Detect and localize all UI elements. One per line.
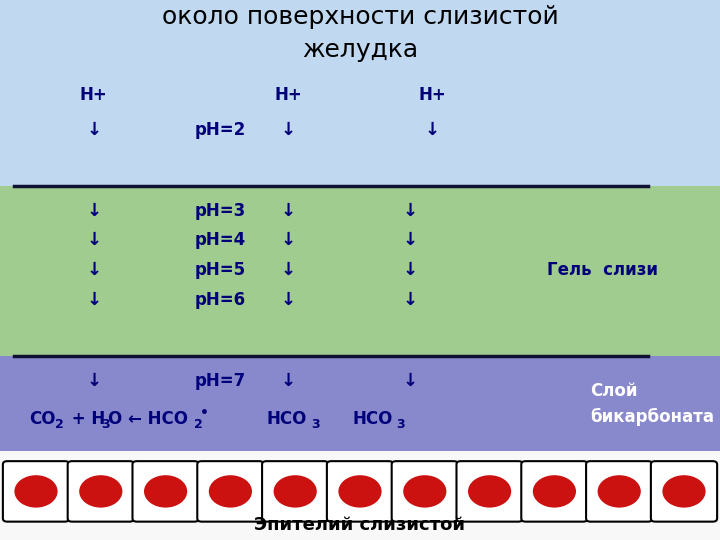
Text: •: • [200, 406, 209, 420]
Text: ↓: ↓ [402, 201, 418, 220]
FancyBboxPatch shape [651, 461, 717, 522]
Circle shape [598, 475, 641, 508]
Text: ↓: ↓ [86, 291, 102, 309]
Text: pH=6: pH=6 [194, 291, 246, 309]
Text: ↓: ↓ [86, 372, 102, 390]
Text: 3: 3 [311, 418, 320, 431]
Circle shape [274, 475, 317, 508]
Text: 2: 2 [55, 418, 63, 431]
Text: ↓: ↓ [280, 120, 296, 139]
FancyBboxPatch shape [586, 461, 652, 522]
Text: + H: + H [66, 409, 106, 428]
FancyBboxPatch shape [197, 461, 264, 522]
Bar [0, 451, 720, 540]
Text: pH=7: pH=7 [194, 372, 246, 390]
FancyBboxPatch shape [521, 461, 588, 522]
FancyBboxPatch shape [262, 461, 328, 522]
Text: ↓: ↓ [402, 372, 418, 390]
Text: ↓: ↓ [86, 231, 102, 249]
Text: ↓: ↓ [86, 120, 102, 139]
Text: HCO: HCO [353, 409, 393, 428]
Text: pH=2: pH=2 [194, 120, 246, 139]
Text: HCO: HCO [266, 409, 307, 428]
Text: ↓: ↓ [86, 201, 102, 220]
Text: O ← HCO: O ← HCO [108, 409, 188, 428]
Text: ↓: ↓ [402, 261, 418, 279]
FancyBboxPatch shape [132, 461, 199, 522]
Text: Гель  слизи: Гель слизи [547, 261, 658, 279]
Circle shape [14, 475, 58, 508]
Circle shape [662, 475, 706, 508]
Circle shape [533, 475, 576, 508]
Circle shape [144, 475, 187, 508]
Text: pH=5: pH=5 [194, 261, 246, 279]
Text: ↓: ↓ [280, 261, 296, 279]
Bar [0, 356, 720, 451]
Bar [0, 0, 720, 186]
Text: pH=3: pH=3 [194, 201, 246, 220]
Text: ↓: ↓ [280, 231, 296, 249]
FancyBboxPatch shape [327, 461, 393, 522]
Text: ↓: ↓ [402, 291, 418, 309]
Text: pH=4: pH=4 [194, 231, 246, 249]
Bar [0, 186, 720, 356]
Text: ↓: ↓ [280, 372, 296, 390]
Text: желудка: желудка [302, 38, 418, 62]
Text: H+: H+ [80, 85, 107, 104]
Text: H+: H+ [274, 85, 302, 104]
Circle shape [468, 475, 511, 508]
Text: H+: H+ [418, 85, 446, 104]
Text: ↓: ↓ [280, 291, 296, 309]
Text: Слой
бикарбоната: Слой бикарбоната [590, 382, 714, 426]
Text: ↓: ↓ [280, 201, 296, 220]
FancyBboxPatch shape [392, 461, 458, 522]
Text: 3: 3 [102, 418, 110, 431]
FancyBboxPatch shape [68, 461, 134, 522]
Text: ↓: ↓ [86, 261, 102, 279]
Text: около поверхности слизистой: около поверхности слизистой [161, 5, 559, 29]
Circle shape [403, 475, 446, 508]
Text: 3: 3 [396, 418, 405, 431]
FancyBboxPatch shape [456, 461, 523, 522]
Text: 2: 2 [194, 418, 203, 431]
Text: ↓: ↓ [424, 120, 440, 139]
FancyBboxPatch shape [3, 461, 69, 522]
Text: ↓: ↓ [402, 231, 418, 249]
Circle shape [338, 475, 382, 508]
Text: Эпителий слизистой: Эпителий слизистой [254, 516, 466, 534]
Circle shape [209, 475, 252, 508]
Circle shape [79, 475, 122, 508]
Text: CO: CO [29, 409, 55, 428]
